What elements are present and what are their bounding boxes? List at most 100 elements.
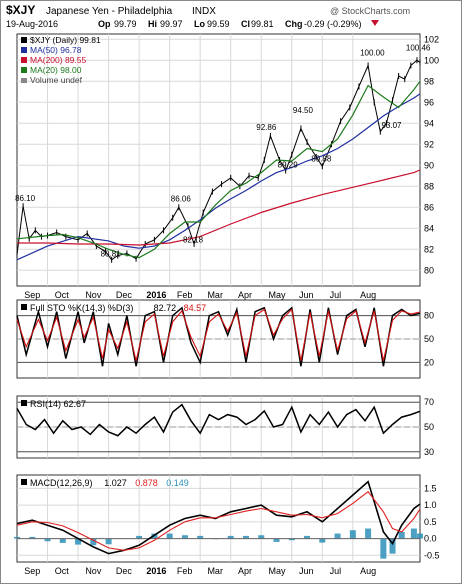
x-axis-bottom-label-3: Dec xyxy=(116,566,133,576)
x-axis-bottom-label-5: Feb xyxy=(177,566,193,576)
x-axis-bottom-label-1: Oct xyxy=(55,566,70,576)
x-axis-top-label-3: Dec xyxy=(116,290,133,300)
macd-hist-bar xyxy=(227,535,234,539)
macd-legend-2: 0.878 xyxy=(135,478,158,488)
price-ytick-11: 102 xyxy=(424,34,439,44)
macd-hist-bar xyxy=(197,535,204,539)
x-axis-top-label-4: 2016 xyxy=(146,290,166,300)
price-ytick-8: 96 xyxy=(424,97,434,107)
macd-hist-bar xyxy=(365,528,372,539)
macd-hist-bar xyxy=(59,538,66,543)
macd-hist-bar xyxy=(242,535,249,539)
x-axis-bottom-label-0: Sep xyxy=(24,566,40,576)
series-ma-200- xyxy=(17,169,421,246)
price-ytick-4: 88 xyxy=(424,181,434,191)
legend-swatch-1 xyxy=(21,47,27,53)
exchange-label: INDX xyxy=(192,6,216,17)
stochastic-ytick-1: 50 xyxy=(424,334,434,344)
x-axis-bottom-label-2: Nov xyxy=(85,566,102,576)
price-annotation-7: 89.88 xyxy=(311,155,332,164)
legend-swatch-2 xyxy=(21,57,27,63)
rsi-ytick-1: 50 xyxy=(424,422,434,432)
macd-hist-bar xyxy=(166,533,173,539)
cl-label: Cl xyxy=(241,19,250,29)
symbol-label: $XJY xyxy=(6,3,35,17)
series-ma-50- xyxy=(16,93,421,261)
price-ytick-9: 98 xyxy=(424,76,434,86)
price-annotation-0: 86.10 xyxy=(15,194,36,203)
date-label: 19-Aug-2016 xyxy=(6,19,58,29)
hi-value: 99.97 xyxy=(160,19,183,29)
x-axis-top-label-5: Feb xyxy=(177,290,193,300)
chg-label: Chg xyxy=(285,19,303,29)
series-stochastic-0 xyxy=(16,306,421,367)
cl-value: 99.81 xyxy=(251,19,274,29)
stochastic-legend-0: Full STO %K(14,3) %D(3) xyxy=(30,303,133,313)
price-ytick-1: 82 xyxy=(424,244,434,254)
macd-ytick-3: 1.0 xyxy=(424,500,437,510)
macd-hist-bar xyxy=(410,528,417,539)
x-axis-top-label-6: Mar xyxy=(207,290,223,300)
price-annotation-10: 100.46 xyxy=(406,43,431,52)
legend-swatch-3 xyxy=(21,67,27,73)
macd-hist-bar xyxy=(29,536,36,539)
price-ytick-0: 80 xyxy=(424,265,434,275)
rsi-ytick-2: 70 xyxy=(424,397,434,407)
stochastic-legend-2: 84.57 xyxy=(184,303,207,313)
macd-hist-bar xyxy=(90,538,97,546)
price-annotation-1: 80.81 xyxy=(101,250,122,259)
price-annotation-6: 94.50 xyxy=(293,106,314,115)
x-axis-bottom-label-4: 2016 xyxy=(146,566,166,576)
macd-hist-bar xyxy=(349,530,356,539)
x-axis-bottom-label-6: Mar xyxy=(207,566,223,576)
price-ytick-5: 90 xyxy=(424,160,434,170)
macd-hist-bar xyxy=(417,533,423,539)
x-axis-top-label-1: Oct xyxy=(55,290,70,300)
copyright-label: @ StockCharts.com xyxy=(330,6,410,16)
op-value: 99.79 xyxy=(114,19,137,29)
macd-ytick-1: 0.0 xyxy=(424,534,437,544)
series-rsi-0 xyxy=(16,403,421,437)
macd-hist-bar xyxy=(304,535,311,539)
price-legend-1: MA(50) 96.78 xyxy=(30,45,82,55)
instrument-name: Japanese Yen - Philadelphia xyxy=(46,6,173,17)
macd-hist-bar xyxy=(389,538,396,554)
x-axis-top-label-8: May xyxy=(269,290,287,300)
x-axis-bottom-label-8: May xyxy=(269,566,287,576)
x-axis-top-label-2: Nov xyxy=(85,290,102,300)
price-legend-4: Volume undef xyxy=(30,75,83,85)
stochastic-ytick-2: 80 xyxy=(424,311,434,321)
price-annotation-4: 92.86 xyxy=(256,123,277,132)
price-ytick-6: 92 xyxy=(424,139,434,149)
macd-hist-bar xyxy=(273,538,280,542)
macd-ytick-2: 0.5 xyxy=(424,517,437,527)
series-signal xyxy=(16,490,421,551)
price-annotation-9: 93.07 xyxy=(381,121,402,130)
macd-legend-1: 1.027 xyxy=(104,478,127,488)
macd-hist-bar xyxy=(181,535,188,539)
macd-hist-bar xyxy=(258,535,265,539)
macd-hist-bar xyxy=(398,531,405,539)
macd-hist-bar xyxy=(380,538,387,559)
stochastic-legend-swatch xyxy=(21,304,27,310)
price-annotation-2: 86.06 xyxy=(171,195,192,204)
rsi-ytick-0: 30 xyxy=(424,447,434,457)
macd-ytick-4: 1.5 xyxy=(424,483,437,493)
x-axis-bottom-label-10: Jul xyxy=(330,566,342,576)
hi-label: Hi xyxy=(148,19,157,29)
down-arrow-icon xyxy=(371,20,379,26)
price-legend-0: $XJY (Daily) 99.81 xyxy=(30,35,101,45)
lo-value: 99.59 xyxy=(207,19,230,29)
x-axis-top-label-7: Apr xyxy=(238,290,252,300)
legend-swatch-0 xyxy=(21,37,27,43)
price-ytick-3: 86 xyxy=(424,202,434,212)
x-axis-top-label-9: Jun xyxy=(299,290,314,300)
price-annotation-5: 89.29 xyxy=(278,161,299,170)
macd-hist-bar xyxy=(75,538,82,545)
price-legend-3: MA(20) 98.00 xyxy=(30,65,82,75)
series-stochastic-1 xyxy=(16,308,421,361)
macd-legend-swatch xyxy=(21,479,27,485)
rsi-legend-0: RSI(14) 62.67 xyxy=(30,399,86,409)
op-label: Op xyxy=(98,19,111,29)
price-legend-2: MA(200) 89.55 xyxy=(30,55,86,65)
